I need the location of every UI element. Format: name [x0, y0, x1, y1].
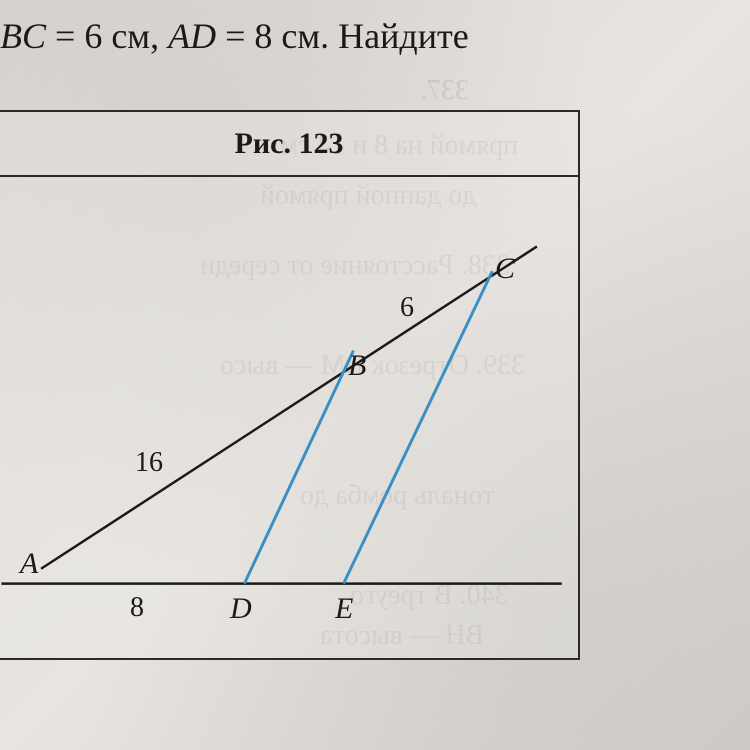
segment-bd: [244, 351, 353, 584]
ghost-text: 337.: [420, 75, 469, 107]
equation-text: = 8 см. Найдите: [216, 16, 469, 56]
point-label-e: E: [335, 592, 353, 626]
segment-ce: [344, 271, 493, 583]
point-label-d: D: [230, 592, 252, 626]
measure-bc: 6: [400, 292, 414, 324]
ray-ac: [41, 246, 537, 568]
figure-frame: Рис. 123 A B C D E 16 6 8: [0, 110, 580, 660]
measure-ad: 8: [130, 592, 144, 624]
point-label-b: B: [348, 349, 366, 383]
point-label-c: C: [495, 252, 515, 286]
variable-ad: AD: [168, 16, 216, 56]
measure-ab: 16: [135, 447, 163, 479]
figure-header: Рис. 123: [0, 112, 578, 177]
figure-title: Рис. 123: [235, 127, 344, 161]
equation-text: = 6 см,: [46, 16, 168, 56]
geometry-diagram: [0, 177, 578, 658]
diagram-area: A B C D E 16 6 8: [0, 177, 578, 658]
point-label-a: A: [20, 547, 38, 581]
variable-bc: BC: [0, 16, 46, 56]
problem-text: BC = 6 см, AD = 8 см. Найдите: [0, 15, 469, 57]
